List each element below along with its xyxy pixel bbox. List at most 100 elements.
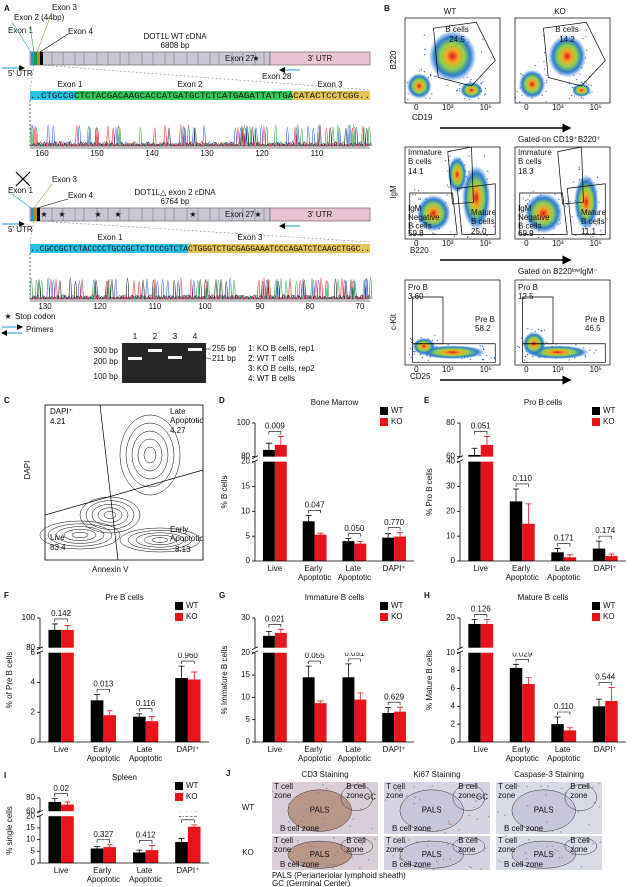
stain-speck xyxy=(423,809,426,812)
stain-speck xyxy=(567,840,570,842)
p-value: 0.110 xyxy=(513,474,533,483)
gate-name: Late Apoptotic xyxy=(170,407,203,425)
region-label: T cell zone xyxy=(386,836,407,854)
stain-speck xyxy=(587,840,589,842)
p-value: 0.960 xyxy=(178,651,199,660)
axis-break-gap xyxy=(461,456,627,462)
flow-tick: 10⁵ xyxy=(480,103,492,112)
flow-gate xyxy=(543,21,606,87)
chromatogram-trace xyxy=(30,124,370,147)
flow-event xyxy=(414,189,416,191)
sequence-band xyxy=(76,91,292,100)
stain-speck xyxy=(476,818,479,821)
stain-speck xyxy=(572,853,574,855)
contour xyxy=(119,527,201,553)
stain-speck xyxy=(580,866,583,868)
exon-label: Exon 4 xyxy=(68,191,93,200)
stain-speck xyxy=(511,840,513,843)
error-bar xyxy=(191,824,198,827)
y-tick-label: 10 xyxy=(446,648,455,657)
stain-speck xyxy=(546,821,548,823)
flow-event xyxy=(468,155,470,157)
flow-event xyxy=(524,355,526,357)
stain-speck xyxy=(413,802,416,805)
stain-speck xyxy=(394,789,397,791)
region-label: B cell zone xyxy=(346,836,368,854)
region-label: T cell zone xyxy=(498,836,519,854)
region-label: B cell zone xyxy=(570,782,592,800)
band-pointer xyxy=(202,356,212,360)
flow-event xyxy=(541,330,543,332)
flow-event xyxy=(542,35,545,37)
stain-speck xyxy=(587,823,590,826)
flow-event xyxy=(583,347,585,349)
region-label: B cell zone xyxy=(504,860,544,869)
flow-event xyxy=(417,189,419,192)
p-value: 0.171 xyxy=(554,534,575,543)
bar xyxy=(314,534,327,561)
contour xyxy=(39,520,121,550)
flow-event xyxy=(516,91,518,93)
p-value: 0.021 xyxy=(265,614,286,623)
significance-bracket xyxy=(96,839,111,843)
region-label: T cell zone xyxy=(498,782,519,800)
stain-speck xyxy=(370,827,373,830)
stain-speck xyxy=(545,793,547,796)
flow-event xyxy=(597,176,599,179)
stain-speck xyxy=(505,835,507,837)
contour xyxy=(79,496,141,534)
stain-speck xyxy=(560,856,563,859)
stain-speck xyxy=(283,843,285,845)
trace-position: 70 xyxy=(356,302,365,311)
y-tick-label: 0 xyxy=(31,737,36,746)
legend-swatch xyxy=(175,613,183,621)
flow-event xyxy=(410,337,412,339)
stain-speck xyxy=(286,826,288,829)
flow-event xyxy=(585,49,588,51)
y-tick-label: 100 xyxy=(22,613,36,622)
flow-event xyxy=(522,198,524,200)
flow-event xyxy=(480,51,483,53)
bar xyxy=(605,700,618,742)
flow-event xyxy=(436,340,439,342)
trace-position: 110 xyxy=(311,149,324,158)
gate-value: 4.21 xyxy=(50,417,66,426)
error-bar xyxy=(94,846,101,849)
trace-position: 160 xyxy=(35,149,49,158)
trace-position: 150 xyxy=(90,149,104,158)
x-tick-label: Early Apoptotic xyxy=(506,564,539,582)
utr-box xyxy=(269,51,371,66)
flow-gate xyxy=(409,192,458,235)
deletion-cross xyxy=(15,171,31,187)
y-tick-label: 4 xyxy=(31,678,36,687)
y-tick-label: 80 xyxy=(26,793,35,802)
stain-speck xyxy=(564,792,567,794)
flow-event xyxy=(520,337,522,339)
flow-tick: 10⁵ xyxy=(590,365,602,374)
sequence: ..CGCCGCTCTACCCCTGCCGCTCTCCCGTCTACTGGGTC… xyxy=(30,245,370,254)
y-axis-label: % B cells xyxy=(220,476,229,509)
error-bar xyxy=(554,548,561,553)
legend-swatch xyxy=(592,613,600,621)
gate-value: 25.0 xyxy=(471,227,487,236)
gate-value: 12.5 xyxy=(518,292,534,301)
flow-event xyxy=(600,230,602,232)
flow-event xyxy=(571,216,573,218)
stain-speck xyxy=(473,806,475,809)
flow-density xyxy=(419,345,486,360)
gate-value: 59.8 xyxy=(408,229,424,238)
stain-speck xyxy=(330,864,332,867)
stain-speck xyxy=(500,860,502,863)
flow-tick: 10³ xyxy=(442,365,454,374)
flow-event xyxy=(572,181,574,183)
tissue-region xyxy=(511,789,576,832)
footnote: GC (Germinal Center) xyxy=(272,879,351,887)
flow-tick: 10³ xyxy=(442,103,454,112)
x-tick-label: DAPI⁺ xyxy=(383,745,406,754)
flow-event xyxy=(493,225,495,228)
stop-codon-star: ★ xyxy=(114,210,121,219)
flow-event xyxy=(466,76,468,78)
stain-speck xyxy=(431,785,434,787)
gate-name: Mature B cells xyxy=(581,208,608,226)
flow-event xyxy=(427,359,429,361)
